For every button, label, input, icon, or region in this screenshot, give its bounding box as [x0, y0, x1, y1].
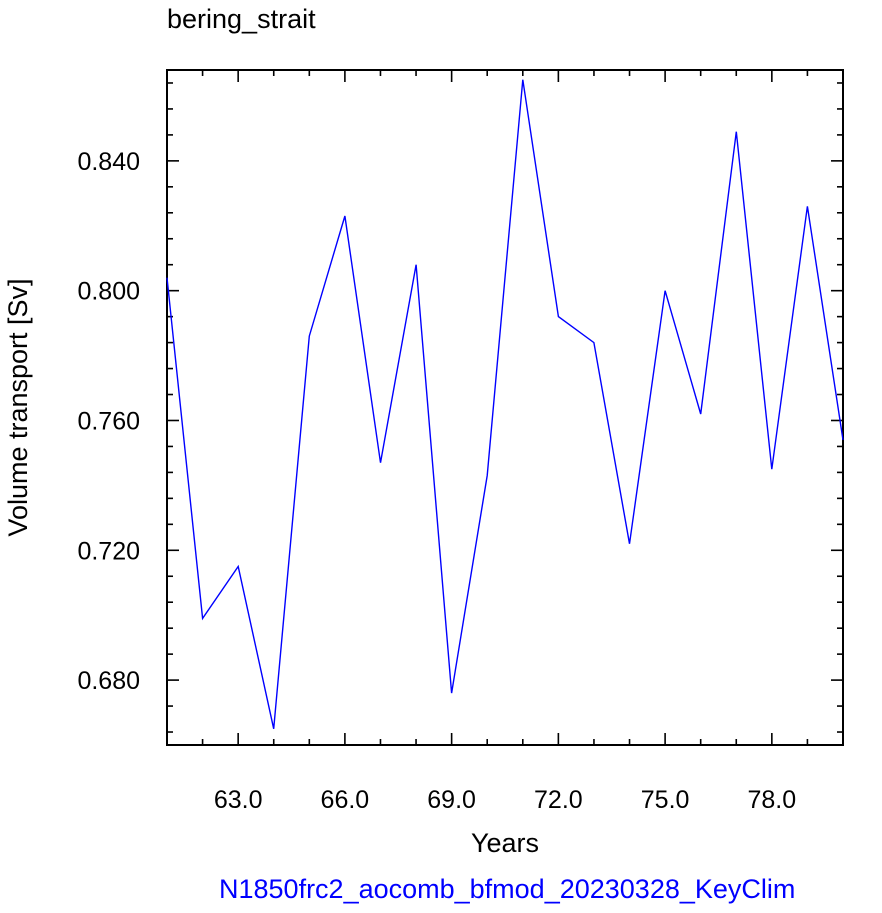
y-tick-label: 0.800: [77, 278, 140, 306]
y-tick-label: 0.720: [77, 537, 140, 565]
y-tick-label: 0.840: [77, 148, 140, 176]
y-axis-label: Volume transport [Sv]: [3, 278, 33, 536]
series-line-0: [166, 79, 844, 729]
y-tick-label: 0.760: [77, 407, 140, 435]
x-tick-label: 69.0: [427, 786, 476, 814]
x-tick-label: 72.0: [534, 786, 583, 814]
x-tick-label: 75.0: [641, 786, 690, 814]
ticks: [166, 70, 844, 745]
x-tick-label: 63.0: [214, 786, 263, 814]
plot-frame: [166, 69, 844, 746]
series: [166, 79, 844, 729]
chart-title: bering_strait: [167, 4, 316, 34]
x-axis-label: Years: [471, 828, 539, 858]
tick-labels: 63.0 66.0 69.0 72.0 75.0 78.0 0.680 0.720 0.760 0…: [77, 148, 796, 814]
x-tick-label: 78.0: [748, 786, 797, 814]
y-tick-label: 0.680: [77, 667, 140, 695]
x-tick-label: 66.0: [321, 786, 370, 814]
run-caption: N1850frc2_aocomb_bfmod_20230328_KeyClim: [219, 874, 795, 904]
